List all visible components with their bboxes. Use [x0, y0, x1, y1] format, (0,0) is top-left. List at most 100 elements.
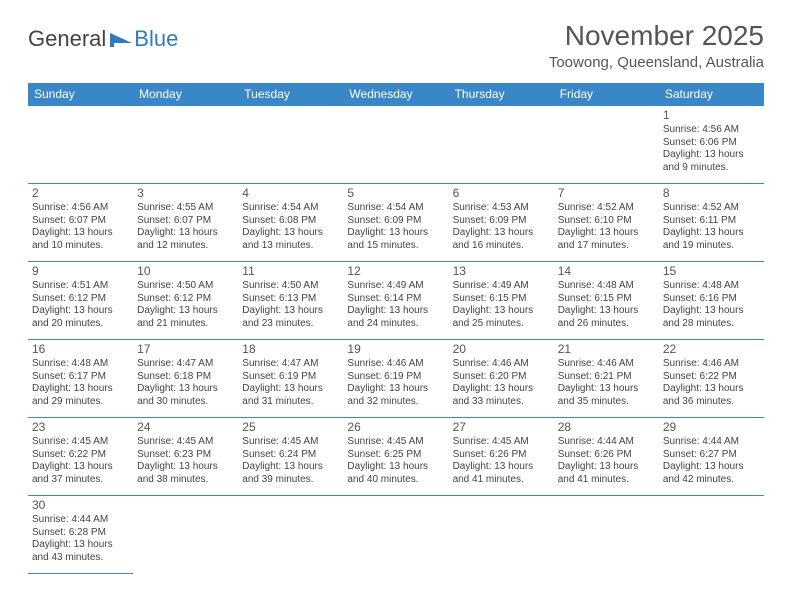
sunset-text: Sunset: 6:26 PM [453, 449, 550, 462]
sunrise-text: Sunrise: 4:44 AM [558, 436, 655, 449]
week-row: 30Sunrise: 4:44 AMSunset: 6:28 PMDayligh… [28, 496, 764, 574]
sunrise-text: Sunrise: 4:45 AM [347, 436, 444, 449]
day-number: 3 [137, 186, 234, 201]
sunrise-text: Sunrise: 4:46 AM [453, 358, 550, 371]
sunset-text: Sunset: 6:11 PM [663, 215, 760, 228]
calendar-head: SundayMondayTuesdayWednesdayThursdayFrid… [28, 83, 764, 106]
week-row: 1Sunrise: 4:56 AMSunset: 6:06 PMDaylight… [28, 106, 764, 184]
sunrise-text: Sunrise: 4:46 AM [663, 358, 760, 371]
day-number: 2 [32, 186, 129, 201]
sunrise-text: Sunrise: 4:45 AM [137, 436, 234, 449]
day-cell: 5Sunrise: 4:54 AMSunset: 6:09 PMDaylight… [343, 184, 448, 262]
day-cell: 13Sunrise: 4:49 AMSunset: 6:15 PMDayligh… [449, 262, 554, 340]
daylight-text: Daylight: 13 hours and 33 minutes. [453, 383, 550, 408]
day-number: 1 [663, 108, 760, 123]
sunset-text: Sunset: 6:22 PM [663, 371, 760, 384]
empty-cell [133, 496, 238, 574]
daylight-text: Daylight: 13 hours and 19 minutes. [663, 227, 760, 252]
sunset-text: Sunset: 6:27 PM [663, 449, 760, 462]
daylight-text: Daylight: 13 hours and 30 minutes. [137, 383, 234, 408]
day-cell: 24Sunrise: 4:45 AMSunset: 6:23 PMDayligh… [133, 418, 238, 496]
calendar-table: SundayMondayTuesdayWednesdayThursdayFrid… [28, 83, 764, 574]
location-text: Toowong, Queensland, Australia [549, 54, 764, 71]
sunset-text: Sunset: 6:12 PM [137, 293, 234, 306]
daylight-text: Daylight: 13 hours and 32 minutes. [347, 383, 444, 408]
sunrise-text: Sunrise: 4:45 AM [242, 436, 339, 449]
day-number: 14 [558, 264, 655, 279]
flag-icon [110, 31, 134, 47]
sunrise-text: Sunrise: 4:50 AM [137, 280, 234, 293]
day-cell: 30Sunrise: 4:44 AMSunset: 6:28 PMDayligh… [28, 496, 133, 574]
day-cell: 3Sunrise: 4:55 AMSunset: 6:07 PMDaylight… [133, 184, 238, 262]
sunrise-text: Sunrise: 4:45 AM [453, 436, 550, 449]
sunrise-text: Sunrise: 4:48 AM [558, 280, 655, 293]
daylight-text: Daylight: 13 hours and 28 minutes. [663, 305, 760, 330]
week-row: 9Sunrise: 4:51 AMSunset: 6:12 PMDaylight… [28, 262, 764, 340]
day-cell: 21Sunrise: 4:46 AMSunset: 6:21 PMDayligh… [554, 340, 659, 418]
daylight-text: Daylight: 13 hours and 37 minutes. [32, 461, 129, 486]
daylight-text: Daylight: 13 hours and 43 minutes. [32, 539, 129, 564]
sunset-text: Sunset: 6:08 PM [242, 215, 339, 228]
day-number: 23 [32, 420, 129, 435]
day-cell: 10Sunrise: 4:50 AMSunset: 6:12 PMDayligh… [133, 262, 238, 340]
empty-cell [28, 106, 133, 184]
day-cell: 23Sunrise: 4:45 AMSunset: 6:22 PMDayligh… [28, 418, 133, 496]
empty-cell [449, 106, 554, 184]
sunrise-text: Sunrise: 4:46 AM [558, 358, 655, 371]
day-cell: 11Sunrise: 4:50 AMSunset: 6:13 PMDayligh… [238, 262, 343, 340]
sunset-text: Sunset: 6:26 PM [558, 449, 655, 462]
daylight-text: Daylight: 13 hours and 39 minutes. [242, 461, 339, 486]
sunset-text: Sunset: 6:18 PM [137, 371, 234, 384]
title-block: November 2025 Toowong, Queensland, Austr… [549, 20, 764, 71]
day-cell: 9Sunrise: 4:51 AMSunset: 6:12 PMDaylight… [28, 262, 133, 340]
sunset-text: Sunset: 6:22 PM [32, 449, 129, 462]
sunset-text: Sunset: 6:07 PM [32, 215, 129, 228]
daylight-text: Daylight: 13 hours and 20 minutes. [32, 305, 129, 330]
sunrise-text: Sunrise: 4:49 AM [347, 280, 444, 293]
sunrise-text: Sunrise: 4:44 AM [663, 436, 760, 449]
calendar-body: 1Sunrise: 4:56 AMSunset: 6:06 PMDaylight… [28, 106, 764, 574]
sunset-text: Sunset: 6:07 PM [137, 215, 234, 228]
sunrise-text: Sunrise: 4:46 AM [347, 358, 444, 371]
sunset-text: Sunset: 6:19 PM [347, 371, 444, 384]
day-header: Wednesday [343, 83, 448, 106]
sunset-text: Sunset: 6:13 PM [242, 293, 339, 306]
day-header: Friday [554, 83, 659, 106]
daylight-text: Daylight: 13 hours and 38 minutes. [137, 461, 234, 486]
day-number: 24 [137, 420, 234, 435]
daylight-text: Daylight: 13 hours and 25 minutes. [453, 305, 550, 330]
day-number: 18 [242, 342, 339, 357]
empty-cell [449, 496, 554, 574]
sunrise-text: Sunrise: 4:47 AM [137, 358, 234, 371]
sunrise-text: Sunrise: 4:47 AM [242, 358, 339, 371]
day-cell: 16Sunrise: 4:48 AMSunset: 6:17 PMDayligh… [28, 340, 133, 418]
day-cell: 25Sunrise: 4:45 AMSunset: 6:24 PMDayligh… [238, 418, 343, 496]
sunset-text: Sunset: 6:19 PM [242, 371, 339, 384]
sunset-text: Sunset: 6:20 PM [453, 371, 550, 384]
day-number: 11 [242, 264, 339, 279]
brand-part1: General [28, 26, 106, 52]
sunrise-text: Sunrise: 4:45 AM [32, 436, 129, 449]
sunrise-text: Sunrise: 4:52 AM [558, 202, 655, 215]
day-cell: 4Sunrise: 4:54 AMSunset: 6:08 PMDaylight… [238, 184, 343, 262]
sunrise-text: Sunrise: 4:44 AM [32, 514, 129, 527]
day-cell: 14Sunrise: 4:48 AMSunset: 6:15 PMDayligh… [554, 262, 659, 340]
day-header: Monday [133, 83, 238, 106]
day-number: 13 [453, 264, 550, 279]
month-title: November 2025 [549, 20, 764, 52]
day-number: 16 [32, 342, 129, 357]
week-row: 23Sunrise: 4:45 AMSunset: 6:22 PMDayligh… [28, 418, 764, 496]
day-cell: 6Sunrise: 4:53 AMSunset: 6:09 PMDaylight… [449, 184, 554, 262]
daylight-text: Daylight: 13 hours and 21 minutes. [137, 305, 234, 330]
day-header: Sunday [28, 83, 133, 106]
week-row: 2Sunrise: 4:56 AMSunset: 6:07 PMDaylight… [28, 184, 764, 262]
day-cell: 22Sunrise: 4:46 AMSunset: 6:22 PMDayligh… [659, 340, 764, 418]
sunset-text: Sunset: 6:23 PM [137, 449, 234, 462]
day-header: Tuesday [238, 83, 343, 106]
day-cell: 27Sunrise: 4:45 AMSunset: 6:26 PMDayligh… [449, 418, 554, 496]
day-number: 6 [453, 186, 550, 201]
day-number: 22 [663, 342, 760, 357]
day-cell: 2Sunrise: 4:56 AMSunset: 6:07 PMDaylight… [28, 184, 133, 262]
day-cell: 18Sunrise: 4:47 AMSunset: 6:19 PMDayligh… [238, 340, 343, 418]
sunset-text: Sunset: 6:06 PM [663, 137, 760, 150]
